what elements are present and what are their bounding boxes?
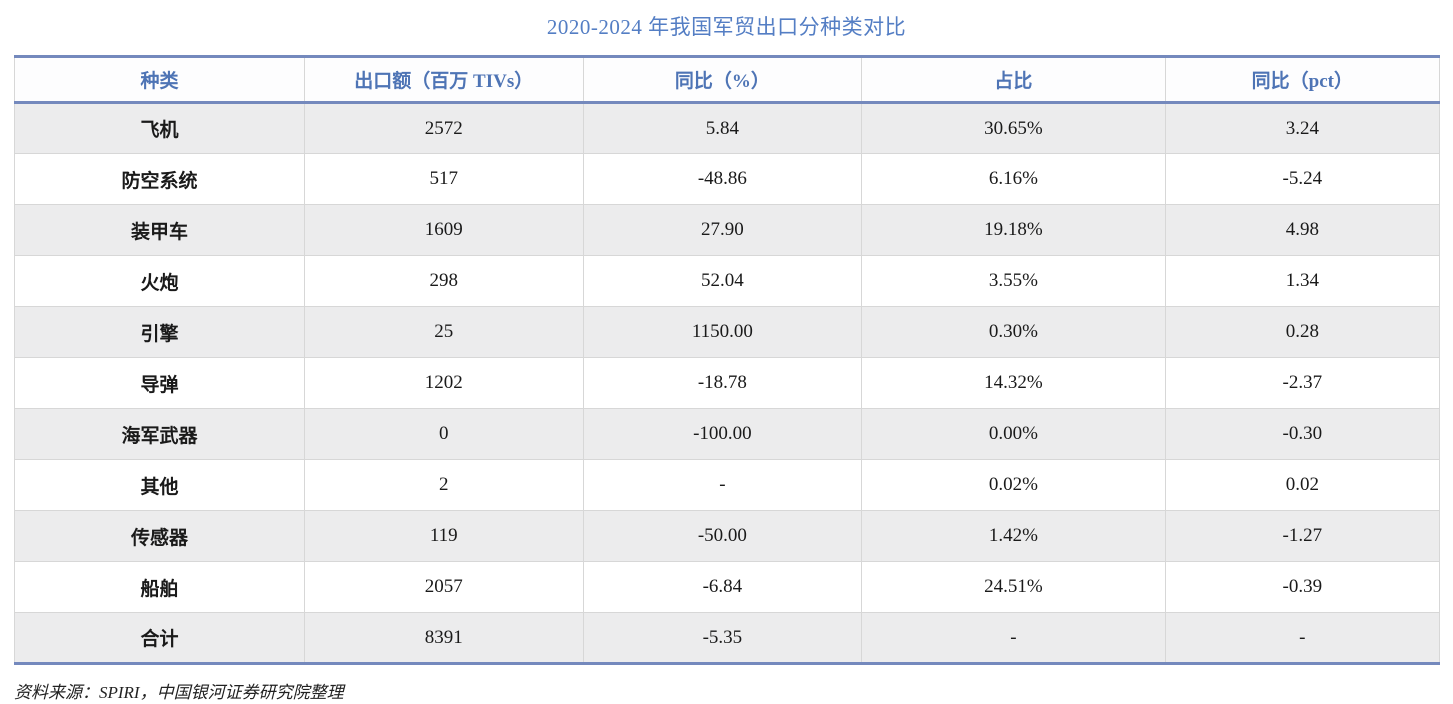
table-cell: 2572 bbox=[303, 102, 584, 154]
row-category-cell: 装甲车 bbox=[14, 204, 305, 256]
table-cell: 6.16% bbox=[861, 153, 1166, 205]
table-cell: 5.84 bbox=[582, 102, 863, 154]
table-cell: 0 bbox=[303, 408, 584, 460]
row-category-cell: 飞机 bbox=[14, 102, 305, 154]
column-header: 出口额（百万 TIVs） bbox=[303, 55, 584, 104]
table-cell: -0.30 bbox=[1164, 408, 1441, 460]
table-row: 引擎 25 1150.00 0.30% 0.28 bbox=[14, 306, 1441, 358]
table-cell: 3.24 bbox=[1164, 102, 1441, 154]
table-cell: 2 bbox=[303, 459, 584, 511]
table-cell: -5.35 bbox=[582, 612, 863, 665]
table-cell: - bbox=[1164, 612, 1441, 665]
table-row: 海军武器 0 -100.00 0.00% -0.30 bbox=[14, 408, 1441, 460]
table-row: 合计 8391 -5.35- - bbox=[14, 612, 1441, 665]
table-cell: 517 bbox=[303, 153, 584, 205]
column-header: 同比（%） bbox=[582, 55, 863, 104]
table-cell: 25 bbox=[303, 306, 584, 358]
table-row: 防空系统 517 -48.86 6.16% -5.24 bbox=[14, 153, 1441, 205]
row-category-cell: 船舶 bbox=[14, 561, 305, 613]
table-cell: 1.42% bbox=[861, 510, 1166, 562]
table-cell: -0.39 bbox=[1164, 561, 1441, 613]
table-cell: 27.90 bbox=[582, 204, 863, 256]
table-cell: 0.30% bbox=[861, 306, 1166, 358]
table-header-row: 种类 出口额（百万 TIVs） 同比（%） 占比 同比（pct） bbox=[14, 55, 1441, 104]
table-cell: 8391 bbox=[303, 612, 584, 665]
table-cell: -1.27 bbox=[1164, 510, 1441, 562]
table-cell: 0.02% bbox=[861, 459, 1166, 511]
table-cell: 0.00% bbox=[861, 408, 1166, 460]
table-cell: -48.86 bbox=[582, 153, 863, 205]
table-cell: 2057 bbox=[303, 561, 584, 613]
table-cell: 1.34 bbox=[1164, 255, 1441, 307]
table-cell: 1150.00 bbox=[582, 306, 863, 358]
table-row: 飞机 2572 5.84 30.65% 3.24 bbox=[14, 102, 1441, 154]
source-note: 资料来源：SPIRI，中国银河证券研究院整理 bbox=[14, 683, 344, 702]
table-cell: 1202 bbox=[303, 357, 584, 409]
table-cell: - bbox=[861, 612, 1166, 665]
table-cell: -50.00 bbox=[582, 510, 863, 562]
table-row: 传感器 119 -50.00 1.42% -1.27 bbox=[14, 510, 1441, 562]
table-cell: 24.51% bbox=[861, 561, 1166, 613]
table-cell: 298 bbox=[303, 255, 584, 307]
table-cell: 119 bbox=[303, 510, 584, 562]
table-cell: 4.98 bbox=[1164, 204, 1441, 256]
row-category-cell: 传感器 bbox=[14, 510, 305, 562]
table-cell: 52.04 bbox=[582, 255, 863, 307]
row-category-cell: 防空系统 bbox=[14, 153, 305, 205]
table-cell: -5.24 bbox=[1164, 153, 1441, 205]
table-row: 导弹 1202 -18.78 14.32% -2.37 bbox=[14, 357, 1441, 409]
table-row: 船舶 2057 -6.84 24.51% -0.39 bbox=[14, 561, 1441, 613]
table-body: 飞机 2572 5.84 30.65% 3.24 防空系统 517 -48.86 6.16% -5… bbox=[14, 102, 1441, 665]
column-header: 同比（pct） bbox=[1164, 55, 1441, 104]
table-cell: 3.55% bbox=[861, 255, 1166, 307]
row-category-cell: 火炮 bbox=[14, 255, 305, 307]
row-category-cell: 引擎 bbox=[14, 306, 305, 358]
table-cell: -18.78 bbox=[582, 357, 863, 409]
table-title: 2020-2024 年我国军贸出口分种类对比 bbox=[546, 15, 907, 39]
column-header: 占比 bbox=[861, 55, 1166, 104]
row-category-cell: 海军武器 bbox=[14, 408, 305, 460]
column-header: 种类 bbox=[14, 55, 305, 104]
table-cell: 14.32% bbox=[861, 357, 1166, 409]
table-cell: 1609 bbox=[303, 204, 584, 256]
table-cell: 0.28 bbox=[1164, 306, 1441, 358]
table-cell: -100.00 bbox=[582, 408, 863, 460]
row-category-cell: 其他 bbox=[14, 459, 305, 511]
table-cell: -6.84 bbox=[582, 561, 863, 613]
military-export-table: 种类 出口额（百万 TIVs） 同比（%） 占比 同比（pct） 飞机 2572 5.84 3… bbox=[14, 55, 1441, 665]
row-category-cell: 导弹 bbox=[14, 357, 305, 409]
table-row: 装甲车 1609 27.90 19.18% 4.98 bbox=[14, 204, 1441, 256]
row-category-cell: 合计 bbox=[14, 612, 305, 665]
table-row: 火炮 298 52.04 3.55% 1.34 bbox=[14, 255, 1441, 307]
table-cell: 19.18% bbox=[861, 204, 1166, 256]
table-row: 其他 2-0.02% 0.02 bbox=[14, 459, 1441, 511]
table-cell: 0.02 bbox=[1164, 459, 1441, 511]
table-cell: - bbox=[582, 459, 863, 511]
table-cell: 30.65% bbox=[861, 102, 1166, 154]
table-cell: -2.37 bbox=[1164, 357, 1441, 409]
